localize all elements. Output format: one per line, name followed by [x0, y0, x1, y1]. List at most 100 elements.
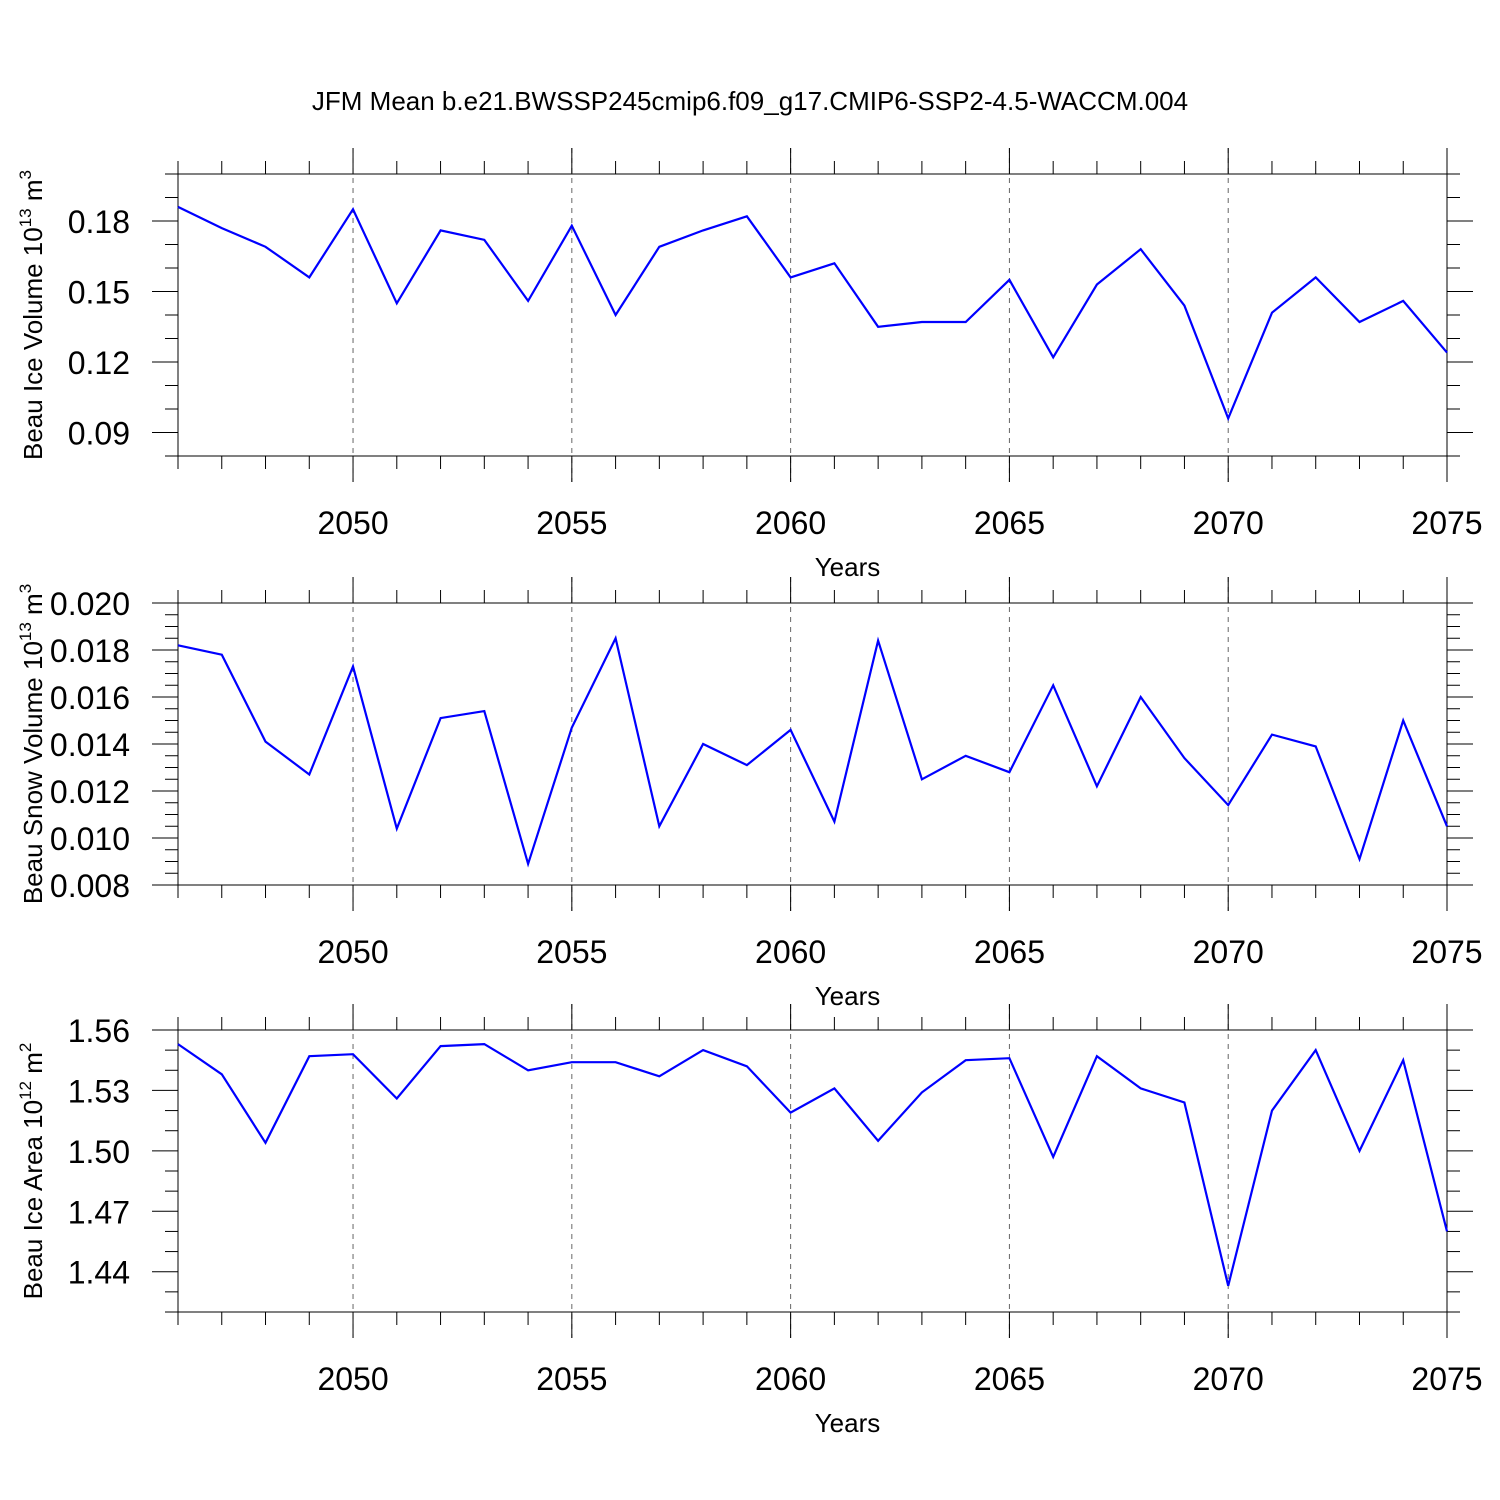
data-point-2047	[220, 653, 224, 657]
data-point-2074	[1401, 719, 1405, 723]
data-point-2049	[307, 275, 311, 279]
series-line	[177, 1042, 1449, 1287]
data-point-2058	[701, 742, 705, 746]
data-point-2061	[832, 261, 836, 265]
data-point-2068	[1139, 1086, 1143, 1090]
panel-1: 2050 2055 2060 2065 2070 2075 0.09 0.12 0.15 0.18…	[16, 148, 1483, 582]
y-axis-title-unit-sup: 3	[16, 584, 35, 593]
data-point-2050	[351, 207, 355, 211]
data-point-2063	[920, 320, 924, 324]
x-tick-label: 2075	[1411, 934, 1482, 970]
x-tick-label: 2070	[1193, 934, 1264, 970]
data-point-2051	[395, 827, 399, 831]
data-point-2066	[1051, 683, 1055, 687]
data-point-2060	[789, 728, 793, 732]
data-point-2046	[176, 205, 180, 209]
y-tick-label: 1.50	[68, 1134, 130, 1170]
data-point-2053	[482, 709, 486, 713]
x-tick-label: 2060	[755, 1361, 826, 1397]
x-tick-label: 2070	[1193, 1361, 1264, 1397]
data-point-2067	[1095, 282, 1099, 286]
data-point-2056	[614, 636, 618, 640]
data-point-2072	[1314, 1048, 1318, 1052]
data-point-2055	[570, 1060, 574, 1064]
data-point-2072	[1314, 744, 1318, 748]
y-axis-title-main: Beau Snow Volume 10	[18, 641, 48, 904]
y-axis-title: Beau Ice Volume 1013 m3	[16, 170, 48, 460]
data-point-2070	[1226, 1284, 1230, 1288]
data-point-2058	[701, 1048, 705, 1052]
y-tick-label: 0.012	[50, 774, 130, 810]
data-point-2073	[1357, 857, 1361, 861]
data-point-2047	[220, 1072, 224, 1076]
data-point-2067	[1095, 784, 1099, 788]
y-axis-title-unit: m	[18, 1052, 48, 1081]
y-axis-title-unit-sup: 2	[16, 1043, 35, 1052]
data-point-2061	[832, 1086, 836, 1090]
data-point-2048	[264, 245, 268, 249]
y-axis-title-unit-sup: 3	[16, 170, 35, 179]
y-tick-label: 0.09	[68, 416, 130, 452]
data-point-2059	[745, 214, 749, 218]
data-point-2075	[1445, 824, 1449, 828]
data-point-2050	[351, 1052, 355, 1056]
data-point-2048	[264, 740, 268, 744]
x-tick-label: 2050	[317, 1361, 388, 1397]
x-tick-label: 2075	[1411, 1361, 1482, 1397]
x-tick-label: 2075	[1411, 505, 1482, 541]
data-point-2046	[176, 643, 180, 647]
data-point-2049	[307, 773, 311, 777]
panel-2: 2050 2055 2060 2065 2070 2075 0.008 0.010 0.012 0…	[16, 577, 1483, 1011]
x-tick-label: 2050	[317, 505, 388, 541]
data-point-2053	[482, 238, 486, 242]
data-point-2069	[1182, 1101, 1186, 1105]
plot-frame	[177, 173, 1448, 457]
data-point-2073	[1357, 320, 1361, 324]
data-point-2066	[1051, 355, 1055, 359]
data-point-2070	[1226, 416, 1230, 420]
data-point-2057	[657, 1074, 661, 1078]
data-point-2067	[1095, 1054, 1099, 1058]
data-point-2070	[1226, 803, 1230, 807]
x-tick-label: 2055	[536, 505, 607, 541]
y-tick-label: 0.010	[50, 821, 130, 857]
y-axis-title-main: Beau Ice Area 10	[18, 1100, 48, 1299]
data-point-2062	[876, 325, 880, 329]
data-point-2075	[1445, 1229, 1449, 1233]
y-axis-title-sup: 13	[16, 208, 35, 227]
data-point-2074	[1401, 1058, 1405, 1062]
x-tick-label: 2060	[755, 934, 826, 970]
data-point-2051	[395, 1096, 399, 1100]
data-point-2057	[657, 245, 661, 249]
data-point-2054	[526, 1068, 530, 1072]
plot-frame	[177, 602, 1448, 886]
x-axis-title: Years	[815, 552, 881, 582]
data-point-2074	[1401, 299, 1405, 303]
data-point-2066	[1051, 1155, 1055, 1159]
y-tick-label: 0.12	[68, 345, 130, 381]
data-point-2061	[832, 820, 836, 824]
x-tick-label: 2065	[974, 1361, 1045, 1397]
data-point-2052	[439, 716, 443, 720]
x-tick-label: 2055	[536, 934, 607, 970]
data-point-2052	[439, 1044, 443, 1048]
data-point-2047	[220, 226, 224, 230]
y-axis-title-main: Beau Ice Volume 10	[18, 227, 48, 460]
data-point-2063	[920, 777, 924, 781]
x-tick-label: 2060	[755, 505, 826, 541]
data-point-2065	[1007, 278, 1011, 282]
y-axis-title-sup: 13	[16, 622, 35, 641]
series-line	[177, 205, 1448, 422]
x-tick-label: 2055	[536, 1361, 607, 1397]
chart-title: JFM Mean b.e21.BWSSP245cmip6.f09_g17.CMI…	[312, 86, 1188, 116]
data-point-2049	[307, 1054, 311, 1058]
data-point-2054	[526, 299, 530, 303]
data-point-2069	[1182, 756, 1186, 760]
data-point-2059	[745, 763, 749, 767]
data-point-2062	[876, 639, 880, 643]
data-point-2050	[351, 664, 355, 668]
data-point-2068	[1139, 695, 1143, 699]
data-point-2063	[920, 1090, 924, 1094]
data-point-2060	[789, 1111, 793, 1115]
y-tick-label: 1.53	[68, 1073, 130, 1109]
